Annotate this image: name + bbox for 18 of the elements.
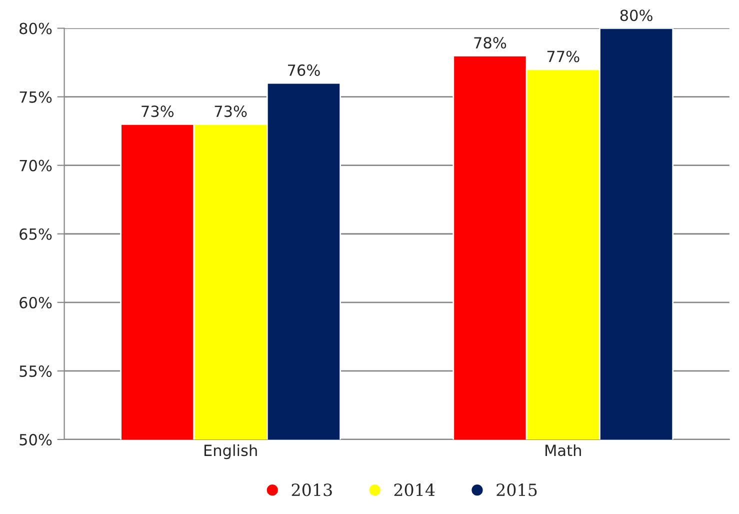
legend-label: 2015 <box>496 484 537 496</box>
y-tick-label: 70% <box>20 160 52 172</box>
data-label: 77% <box>547 50 580 62</box>
y-tick-label: 75% <box>20 91 52 103</box>
x-tick-label: Math <box>546 444 581 456</box>
x-tick-label: English <box>204 444 257 460</box>
data-label: 73% <box>214 106 247 118</box>
y-tick-label: 50% <box>20 434 52 446</box>
data-label: 76% <box>288 64 320 76</box>
y-tick-label: 60% <box>20 296 52 308</box>
y-tick-label: 65% <box>20 228 52 240</box>
y-tick-label: 80% <box>20 22 52 34</box>
data-label: 73% <box>142 106 174 118</box>
y-tick-label: 55% <box>20 365 52 377</box>
data-label: 80% <box>620 10 652 22</box>
legend-label: 2014 <box>394 484 435 496</box>
legend-label: 2013 <box>292 484 332 496</box>
data-label: 78% <box>474 37 506 49</box>
